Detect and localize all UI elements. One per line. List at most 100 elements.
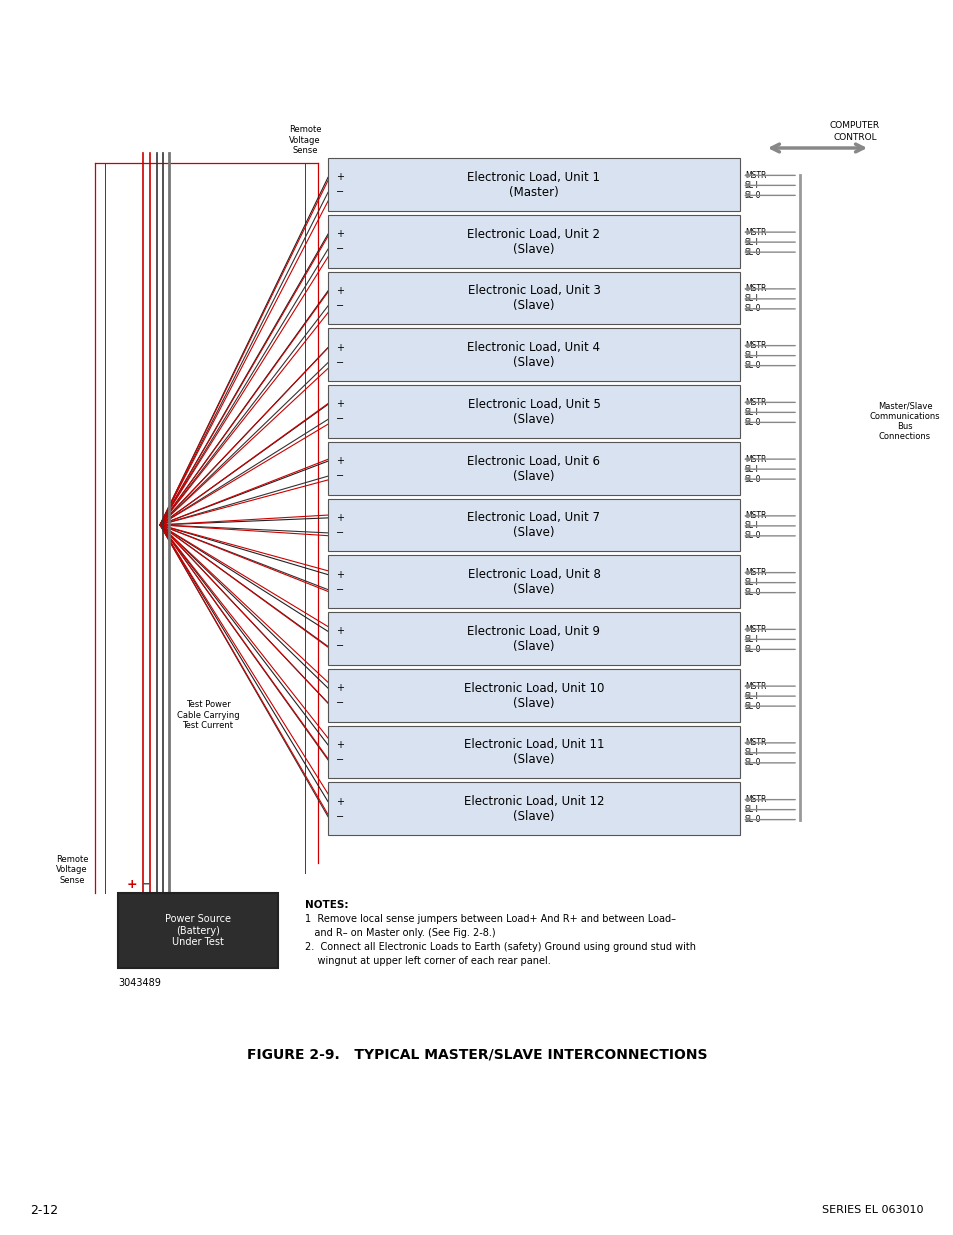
Text: Electronic Load, Unit 12: Electronic Load, Unit 12 [463, 795, 603, 808]
Text: SL-I: SL-I [744, 692, 758, 700]
Text: −: − [335, 527, 344, 538]
Text: +: + [335, 230, 344, 240]
Text: Master/Slave
Communications
Bus
Connections: Master/Slave Communications Bus Connecti… [869, 401, 940, 441]
Text: SL-0: SL-0 [744, 248, 760, 257]
Text: 2-12: 2-12 [30, 1203, 58, 1216]
Text: SL-I: SL-I [744, 237, 758, 247]
Text: SL-I: SL-I [744, 180, 758, 190]
Text: FIGURE 2-9.   TYPICAL MASTER/SLAVE INTERCONNECTIONS: FIGURE 2-9. TYPICAL MASTER/SLAVE INTERCO… [247, 1049, 706, 1062]
Text: (Master): (Master) [509, 186, 558, 199]
Text: Remote
Voltage
Sense: Remote Voltage Sense [55, 855, 89, 885]
Bar [118, 893, 277, 968]
Text: SL-I: SL-I [744, 294, 758, 304]
Text: MSTR: MSTR [744, 227, 765, 237]
Text: −: − [335, 415, 344, 425]
Text: Electronic Load, Unit 9: Electronic Load, Unit 9 [467, 625, 599, 637]
Text: SL-0: SL-0 [744, 417, 760, 427]
Text: (Slave): (Slave) [513, 412, 554, 426]
Text: SL-I: SL-I [744, 748, 758, 757]
Text: MSTR: MSTR [744, 625, 765, 634]
Bar [328, 782, 740, 835]
Text: Electronic Load, Unit 7: Electronic Load, Unit 7 [467, 511, 599, 525]
Text: +: + [335, 740, 344, 750]
Text: wingnut at upper left corner of each rear panel.: wingnut at upper left corner of each rea… [305, 956, 550, 966]
Text: SL-0: SL-0 [744, 645, 760, 653]
Bar [328, 556, 740, 608]
Text: (Slave): (Slave) [513, 526, 554, 540]
Text: +: + [335, 797, 344, 806]
Text: SL-0: SL-0 [744, 304, 760, 314]
Text: +: + [335, 626, 344, 636]
Text: SL-I: SL-I [744, 464, 758, 474]
Text: MSTR: MSTR [744, 682, 765, 690]
Text: SL-0: SL-0 [744, 531, 760, 541]
Text: SL-I: SL-I [744, 408, 758, 417]
Bar [328, 442, 740, 494]
Text: (Slave): (Slave) [513, 583, 554, 597]
Text: MSTR: MSTR [744, 795, 765, 804]
Text: −: − [335, 698, 344, 708]
Text: −: − [335, 811, 344, 821]
Text: 1  Remove local sense jumpers between Load+ And R+ and between Load–: 1 Remove local sense jumpers between Loa… [305, 914, 676, 924]
Text: Electronic Load, Unit 2: Electronic Load, Unit 2 [467, 227, 599, 241]
Text: (Slave): (Slave) [513, 697, 554, 710]
Text: (Slave): (Slave) [513, 640, 554, 653]
Text: SL-0: SL-0 [744, 815, 760, 824]
Text: Remote
Voltage
Sense: Remote Voltage Sense [289, 125, 321, 156]
Text: COMPUTER: COMPUTER [829, 121, 879, 130]
Text: +: + [335, 342, 344, 353]
Text: +: + [127, 878, 137, 890]
Bar [328, 725, 740, 778]
Text: −: − [335, 584, 344, 594]
Text: CONTROL: CONTROL [832, 133, 876, 142]
Bar [328, 668, 740, 721]
Text: +: + [335, 569, 344, 579]
Bar [328, 613, 740, 664]
Text: MSTR: MSTR [744, 284, 765, 294]
Text: MSTR: MSTR [744, 739, 765, 747]
Text: Electronic Load, Unit 4: Electronic Load, Unit 4 [467, 341, 599, 354]
Text: +: + [335, 285, 344, 296]
Text: NOTES:: NOTES: [305, 900, 348, 910]
Text: −: − [335, 755, 344, 764]
Bar [328, 499, 740, 551]
Text: Electronic Load, Unit 11: Electronic Load, Unit 11 [463, 739, 603, 751]
Text: MSTR: MSTR [744, 170, 765, 180]
Text: +: + [335, 399, 344, 409]
Text: +: + [335, 173, 344, 183]
Text: SERIES EL 063010: SERIES EL 063010 [821, 1205, 923, 1215]
Text: MSTR: MSTR [744, 568, 765, 577]
Text: Electronic Load, Unit 6: Electronic Load, Unit 6 [467, 454, 599, 468]
Text: and R– on Master only. (See Fig. 2-8.): and R– on Master only. (See Fig. 2-8.) [305, 927, 496, 939]
Text: Test Power
Cable Carrying
Test Current: Test Power Cable Carrying Test Current [176, 700, 239, 730]
Text: −: − [335, 471, 344, 482]
Bar [328, 215, 740, 268]
Text: +: + [335, 513, 344, 522]
Text: SL-0: SL-0 [744, 361, 760, 370]
Text: SL-0: SL-0 [744, 701, 760, 710]
Bar [328, 329, 740, 382]
Text: (Slave): (Slave) [513, 299, 554, 312]
Text: −: − [335, 188, 344, 198]
Text: Electronic Load, Unit 3: Electronic Load, Unit 3 [467, 284, 599, 298]
Text: (Slave): (Slave) [513, 810, 554, 823]
Text: SL-0: SL-0 [744, 758, 760, 767]
Bar [328, 272, 740, 325]
Text: SL-I: SL-I [744, 351, 758, 361]
Text: SL-I: SL-I [744, 635, 758, 643]
Text: −: − [335, 245, 344, 254]
Text: (Slave): (Slave) [513, 356, 554, 369]
Bar [328, 385, 740, 437]
Text: MSTR: MSTR [744, 511, 765, 520]
Text: (Slave): (Slave) [513, 753, 554, 767]
Text: +: + [335, 456, 344, 466]
Text: Electronic Load, Unit 8: Electronic Load, Unit 8 [467, 568, 599, 582]
Text: 2.  Connect all Electronic Loads to Earth (safety) Ground using ground stud with: 2. Connect all Electronic Loads to Earth… [305, 942, 696, 952]
Text: MSTR: MSTR [744, 398, 765, 406]
Text: MSTR: MSTR [744, 454, 765, 463]
Text: Power Source
(Battery)
Under Test: Power Source (Battery) Under Test [165, 914, 231, 947]
Text: 3043489: 3043489 [118, 978, 161, 988]
Text: SL-I: SL-I [744, 805, 758, 814]
Text: (Slave): (Slave) [513, 469, 554, 483]
Text: SL-I: SL-I [744, 578, 758, 587]
